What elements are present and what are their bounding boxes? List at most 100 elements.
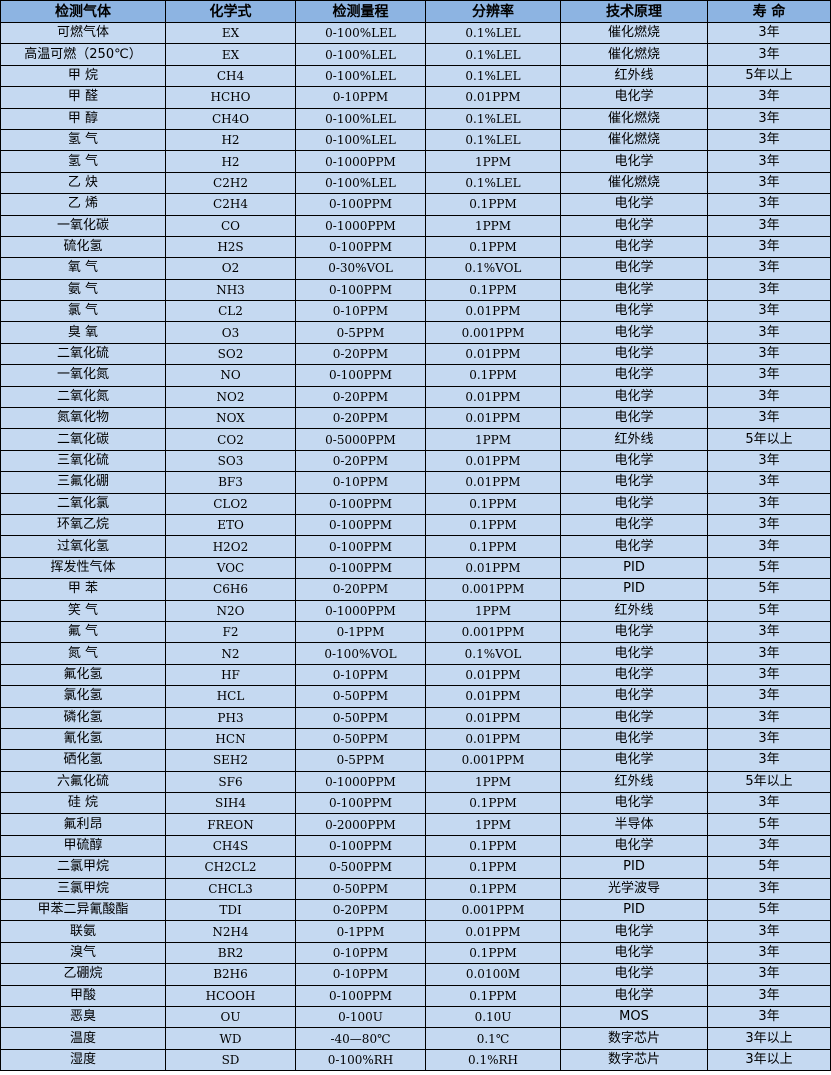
- formula-cell: SIH4: [165, 792, 296, 815]
- gas-name-cell: 氯 气: [0, 300, 166, 323]
- formula-cell: NOX: [165, 407, 296, 430]
- table-header-row: 检测气体 化学式 检测量程 分辨率 技术原理 寿 命: [0, 0, 831, 23]
- principle-cell: 电化学: [560, 941, 708, 965]
- resolution-cell: 0.1PPM: [425, 492, 561, 515]
- resolution-cell: 0.1%VOL: [425, 257, 561, 280]
- resolution-cell: 0.01PPM: [425, 471, 561, 494]
- header-resolution: 分辨率: [425, 0, 561, 23]
- formula-cell: CH2CL2: [165, 856, 296, 879]
- table-row: 磷化氢 PH3 0-50PPM 0.01PPM 电化学 3年: [0, 706, 831, 729]
- resolution-cell: 0.1PPM: [425, 984, 561, 1007]
- lifespan-cell: 3年: [707, 171, 831, 195]
- lifespan-cell: 3年: [707, 342, 831, 366]
- resolution-cell: 0.01PPM: [425, 920, 561, 943]
- table-row: 甲酸 HCOOH 0-100PPM 0.1PPM 电化学 3年: [0, 984, 831, 1007]
- table-row: 高温可燃（250℃） EX 0-100%LEL 0.1%LEL 催化燃烧 3年: [0, 43, 831, 66]
- range-cell: 0-10PPM: [295, 663, 426, 687]
- table-row: 氢 气 H2 0-1000PPM 1PPM 电化学 3年: [0, 150, 831, 173]
- principle-cell: 红外线: [560, 64, 708, 88]
- range-cell: 0-20PPM: [295, 385, 426, 409]
- resolution-cell: 0.1%LEL: [425, 64, 561, 88]
- resolution-cell: 0.01PPM: [425, 86, 561, 109]
- table-row: 氧 气 O2 0-30%VOL 0.1%VOL 电化学 3年: [0, 257, 831, 280]
- table-row: 三氧化硫 SO3 0-20PPM 0.01PPM 电化学 3年: [0, 449, 831, 473]
- table-row: 溴气 BR2 0-10PPM 0.1PPM 电化学 3年: [0, 941, 831, 965]
- resolution-cell: 0.1PPM: [425, 792, 561, 815]
- lifespan-cell: 5年以上: [707, 428, 831, 451]
- formula-cell: CH4: [165, 64, 296, 88]
- range-cell: 0-100%LEL: [295, 171, 426, 195]
- table-row: 六氟化硫 SF6 0-1000PPM 1PPM 红外线 5年以上: [0, 770, 831, 794]
- gas-name-cell: 联氨: [0, 920, 166, 943]
- header-lifespan: 寿 命: [707, 0, 831, 23]
- resolution-cell: 1PPM: [425, 770, 561, 794]
- table-row: 笑 气 N2O 0-1000PPM 1PPM 红外线 5年: [0, 599, 831, 622]
- lifespan-cell: 3年: [707, 620, 831, 644]
- table-row: 氯 气 CL2 0-10PPM 0.01PPM 电化学 3年: [0, 300, 831, 323]
- table-row: 硫化氢 H2S 0-100PPM 0.1PPM 电化学 3年: [0, 235, 831, 259]
- resolution-cell: 0.1%LEL: [425, 43, 561, 66]
- gas-name-cell: 可燃气体: [0, 21, 166, 45]
- gas-name-cell: 温度: [0, 1027, 166, 1050]
- lifespan-cell: 3年: [707, 43, 831, 66]
- formula-cell: SO2: [165, 342, 296, 366]
- resolution-cell: 0.1%LEL: [425, 21, 561, 45]
- range-cell: 0-20PPM: [295, 899, 426, 922]
- formula-cell: WD: [165, 1027, 296, 1050]
- gas-name-cell: 甲 醛: [0, 86, 166, 109]
- range-cell: -40—80℃: [295, 1027, 426, 1050]
- principle-cell: 数字芯片: [560, 1048, 708, 1072]
- principle-cell: PID: [560, 556, 708, 580]
- resolution-cell: 0.01PPM: [425, 407, 561, 430]
- range-cell: 0-10PPM: [295, 300, 426, 323]
- resolution-cell: 0.001PPM: [425, 899, 561, 922]
- principle-cell: 电化学: [560, 792, 708, 815]
- principle-cell: 电化学: [560, 300, 708, 323]
- lifespan-cell: 3年: [707, 214, 831, 237]
- lifespan-cell: 3年: [707, 193, 831, 216]
- range-cell: 0-100%LEL: [295, 128, 426, 152]
- lifespan-cell: 5年: [707, 856, 831, 879]
- formula-cell: BF3: [165, 471, 296, 494]
- formula-cell: H2: [165, 128, 296, 152]
- principle-cell: 电化学: [560, 150, 708, 173]
- formula-cell: F2: [165, 620, 296, 644]
- resolution-cell: 0.1%LEL: [425, 171, 561, 195]
- resolution-cell: 0.01PPM: [425, 449, 561, 473]
- gas-name-cell: 笑 气: [0, 599, 166, 622]
- resolution-cell: 0.1PPM: [425, 513, 561, 537]
- range-cell: 0-100%LEL: [295, 107, 426, 130]
- range-cell: 0-1000PPM: [295, 599, 426, 622]
- header-range: 检测量程: [295, 0, 426, 23]
- range-cell: 0-5PPM: [295, 749, 426, 772]
- gas-name-cell: 氨 气: [0, 278, 166, 302]
- gas-name-cell: 乙硼烷: [0, 963, 166, 986]
- lifespan-cell: 3年: [707, 385, 831, 409]
- gas-name-cell: 乙 烯: [0, 193, 166, 216]
- gas-name-cell: 甲苯二异氰酸酯: [0, 899, 166, 922]
- range-cell: 0-100%LEL: [295, 64, 426, 88]
- table-row: 环氧乙烷 ETO 0-100PPM 0.1PPM 电化学 3年: [0, 513, 831, 537]
- principle-cell: 电化学: [560, 706, 708, 729]
- formula-cell: OU: [165, 1005, 296, 1029]
- principle-cell: 电化学: [560, 513, 708, 537]
- principle-cell: 电化学: [560, 235, 708, 259]
- principle-cell: 催化燃烧: [560, 21, 708, 45]
- formula-cell: BR2: [165, 941, 296, 965]
- gas-name-cell: 二氯甲烷: [0, 856, 166, 879]
- lifespan-cell: 5年以上: [707, 770, 831, 794]
- range-cell: 0-100PPM: [295, 364, 426, 387]
- table-row: 二氯甲烷 CH2CL2 0-500PPM 0.1PPM PID 5年: [0, 856, 831, 879]
- formula-cell: C2H4: [165, 193, 296, 216]
- lifespan-cell: 3年: [707, 834, 831, 858]
- principle-cell: 光学波导: [560, 877, 708, 901]
- gas-name-cell: 一氧化氮: [0, 364, 166, 387]
- principle-cell: 电化学: [560, 449, 708, 473]
- resolution-cell: 0.1PPM: [425, 834, 561, 858]
- gas-name-cell: 硫化氢: [0, 235, 166, 259]
- lifespan-cell: 3年: [707, 128, 831, 152]
- lifespan-cell: 3年以上: [707, 1048, 831, 1072]
- range-cell: 0-100PPM: [295, 834, 426, 858]
- principle-cell: 电化学: [560, 407, 708, 430]
